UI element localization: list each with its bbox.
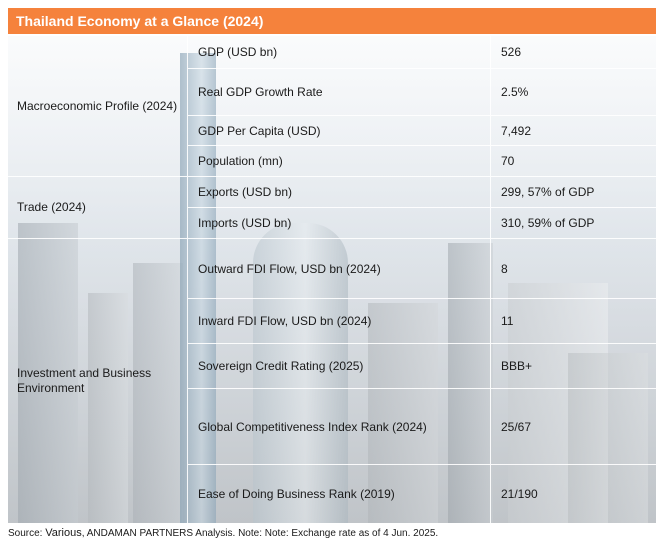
row-label: Ease of Doing Business Rank (2019) [188, 465, 491, 523]
row-value: 2.5% [491, 69, 656, 116]
row-label: Real GDP Growth Rate [188, 69, 491, 116]
row-label: Exports (USD bn) [188, 177, 491, 208]
category-investment: Investment and Business Environment [8, 239, 188, 523]
row-value: 310, 59% of GDP [491, 208, 656, 239]
source-main: Various [45, 527, 82, 539]
row-label: Outward FDI Flow, USD bn (2024) [188, 239, 491, 299]
row-label: Population (mn) [188, 146, 491, 177]
row-value: 25/67 [491, 389, 656, 465]
row-label: Imports (USD bn) [188, 208, 491, 239]
city-skyline-background [8, 36, 656, 523]
table-title: Thailand Economy at a Glance (2024) [8, 8, 656, 34]
row-value: 7,492 [491, 116, 656, 146]
economy-table: Macroeconomic Profile (2024) GDP (USD bn… [8, 36, 656, 523]
row-value: 526 [491, 36, 656, 69]
row-label: Inward FDI Flow, USD bn (2024) [188, 299, 491, 344]
row-value: 70 [491, 146, 656, 177]
source-prefix: Source: [8, 528, 46, 539]
row-label: Sovereign Credit Rating (2025) [188, 344, 491, 389]
row-label: GDP Per Capita (USD) [188, 116, 491, 146]
row-value: 11 [491, 299, 656, 344]
source-rest: , ANDAMAN PARTNERS Analysis. Note: Note:… [81, 528, 439, 539]
source-note: Source: Various, ANDAMAN PARTNERS Analys… [8, 527, 656, 539]
row-value: 21/190 [501, 487, 538, 501]
category-trade: Trade (2024) [8, 177, 188, 239]
row-value: BBB+ [491, 344, 656, 389]
row-value: 8 [491, 239, 656, 299]
row-label: Global Competitiveness Index Rank (2024) [188, 389, 491, 465]
category-macroeconomic: Macroeconomic Profile (2024) [8, 36, 188, 177]
row-label: GDP (USD bn) [188, 36, 491, 69]
row-value: 299, 57% of GDP [491, 177, 656, 208]
